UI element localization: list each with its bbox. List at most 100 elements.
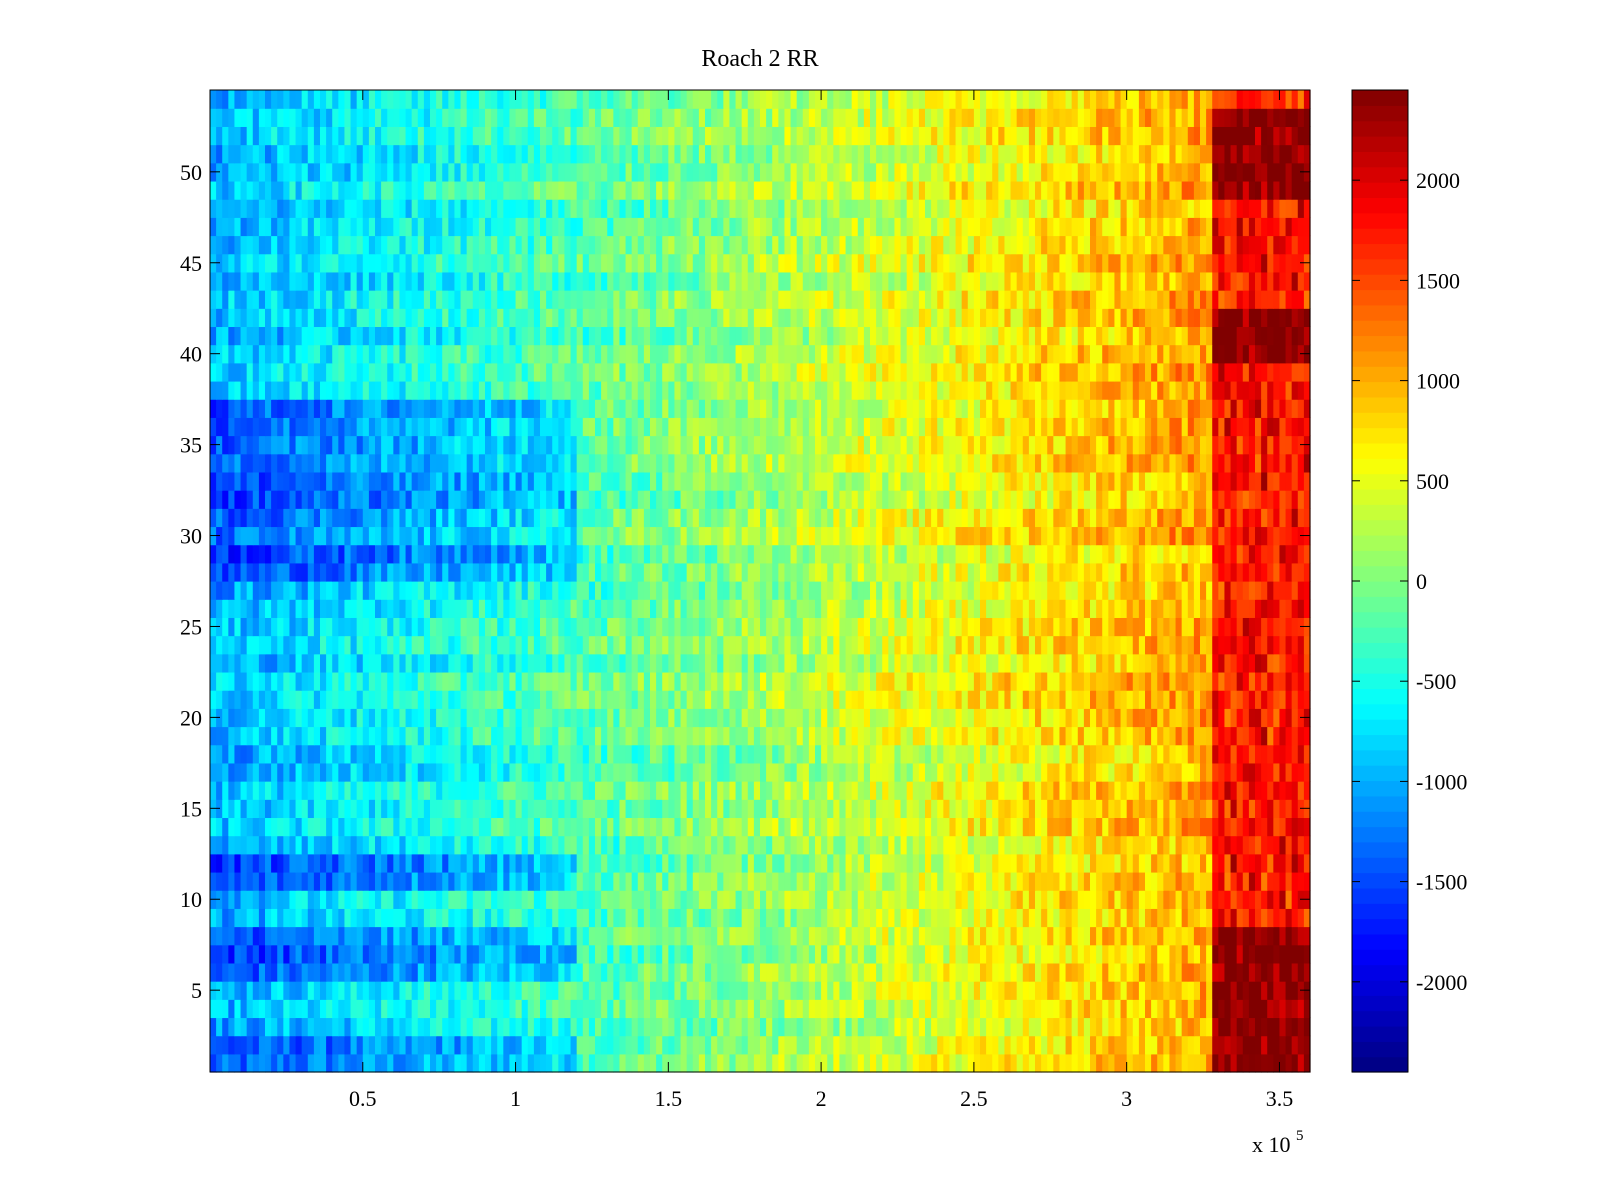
heatmap-cell <box>711 981 718 1000</box>
heatmap-cell <box>1285 671 1293 691</box>
heatmap-cell <box>576 1017 584 1037</box>
heatmap-cell <box>497 690 504 709</box>
heatmap-cell <box>466 1035 474 1055</box>
heatmap-cell <box>790 853 798 873</box>
heatmap-cell <box>1236 762 1244 782</box>
heatmap-cell <box>1108 708 1116 728</box>
heatmap-cell <box>344 1035 352 1055</box>
heatmap-cell <box>271 817 278 837</box>
heatmap-cell <box>350 799 358 819</box>
heatmap-cell <box>961 890 969 909</box>
heatmap-cell <box>1175 944 1183 964</box>
heatmap-cell <box>937 635 944 655</box>
heatmap-cell <box>540 835 547 855</box>
heatmap-cell <box>870 690 877 709</box>
heatmap-cell <box>1169 1017 1177 1037</box>
heatmap-cell <box>802 762 810 782</box>
heatmap-cell <box>521 962 529 982</box>
heatmap-cell <box>595 617 602 637</box>
heatmap-cell <box>876 890 883 909</box>
heatmap-cell <box>967 635 975 655</box>
heatmap-cell <box>851 562 859 582</box>
heatmap-cell <box>564 981 572 1000</box>
heatmap-cell <box>961 617 969 637</box>
heatmap-cell <box>1236 690 1244 709</box>
heatmap-cell <box>1218 799 1226 819</box>
heatmap-cell <box>558 617 566 637</box>
heatmap-cell <box>998 890 1006 909</box>
heatmap-cell <box>1096 926 1103 946</box>
heatmap-cell <box>998 726 1006 746</box>
heatmap-cell <box>509 908 517 928</box>
heatmap-cell <box>729 835 737 855</box>
heatmap-cell <box>258 762 266 782</box>
heatmap-cell <box>1279 908 1287 928</box>
heatmap-cell <box>827 926 834 946</box>
heatmap-cell <box>1255 671 1262 691</box>
heatmap-cell <box>558 726 566 746</box>
heatmap-cell <box>692 581 700 600</box>
heatmap-cell <box>857 671 865 691</box>
heatmap-cell <box>833 871 841 891</box>
heatmap-cell <box>326 835 333 855</box>
heatmap-cell <box>301 944 309 964</box>
heatmap-cell <box>1138 708 1146 728</box>
heatmap-cell <box>857 835 865 855</box>
heatmap-cell <box>1206 726 1213 746</box>
heatmap-cell <box>961 690 969 709</box>
heatmap-cell <box>576 762 584 782</box>
heatmap-cell <box>1102 781 1109 800</box>
heatmap-cell <box>741 599 749 618</box>
heatmap-cell <box>234 817 242 837</box>
heatmap-cell <box>1059 871 1067 891</box>
heatmap-cell <box>1102 671 1109 691</box>
heatmap-cell <box>442 890 449 909</box>
heatmap-cell <box>1248 762 1256 782</box>
heatmap-cell <box>662 981 669 1000</box>
heatmap-cell <box>472 853 480 873</box>
heatmap-cell <box>870 1035 877 1055</box>
heatmap-cell <box>362 871 370 891</box>
heatmap-cell <box>301 635 309 655</box>
heatmap-cell <box>790 562 798 582</box>
heatmap-cell <box>643 708 651 728</box>
heatmap-cell <box>833 671 841 691</box>
heatmap-cell <box>423 690 431 709</box>
heatmap-cell <box>527 781 535 800</box>
heatmap-cell <box>1016 562 1024 582</box>
heatmap-cell <box>686 926 694 946</box>
heatmap-cell <box>986 944 993 964</box>
heatmap-cell <box>839 908 847 928</box>
heatmap-cell <box>497 1035 504 1055</box>
heatmap-cell <box>692 690 700 709</box>
heatmap-cell <box>870 1053 877 1073</box>
heatmap-cell <box>246 1035 254 1055</box>
heatmap-cell <box>729 926 737 946</box>
heatmap-cell <box>1193 708 1201 728</box>
heatmap-cell <box>338 799 346 819</box>
heatmap-cell <box>1028 1017 1036 1037</box>
heatmap-cell <box>1138 926 1146 946</box>
heatmap-cell <box>570 581 578 600</box>
heatmap-cell <box>1138 908 1146 928</box>
heatmap-cell <box>821 908 828 928</box>
heatmap-cell <box>1083 908 1091 928</box>
heatmap-cell <box>851 581 859 600</box>
heatmap-cell <box>686 1053 694 1073</box>
heatmap-cell <box>1065 926 1073 946</box>
heatmap-cell <box>564 908 572 928</box>
heatmap-cell <box>827 635 834 655</box>
heatmap-cell <box>338 871 346 891</box>
heatmap-cell <box>216 653 223 673</box>
heatmap-cell <box>527 1017 535 1037</box>
heatmap-cell <box>1224 817 1232 837</box>
heatmap-cell <box>955 871 963 891</box>
heatmap-cell <box>876 690 883 709</box>
heatmap-cell <box>472 999 480 1019</box>
heatmap-cell <box>625 726 633 746</box>
heatmap-cell <box>399 617 407 637</box>
heatmap-cell <box>485 726 492 746</box>
heatmap-cell <box>570 962 578 982</box>
heatmap-cell <box>1200 835 1207 855</box>
heatmap-cell <box>527 708 535 728</box>
